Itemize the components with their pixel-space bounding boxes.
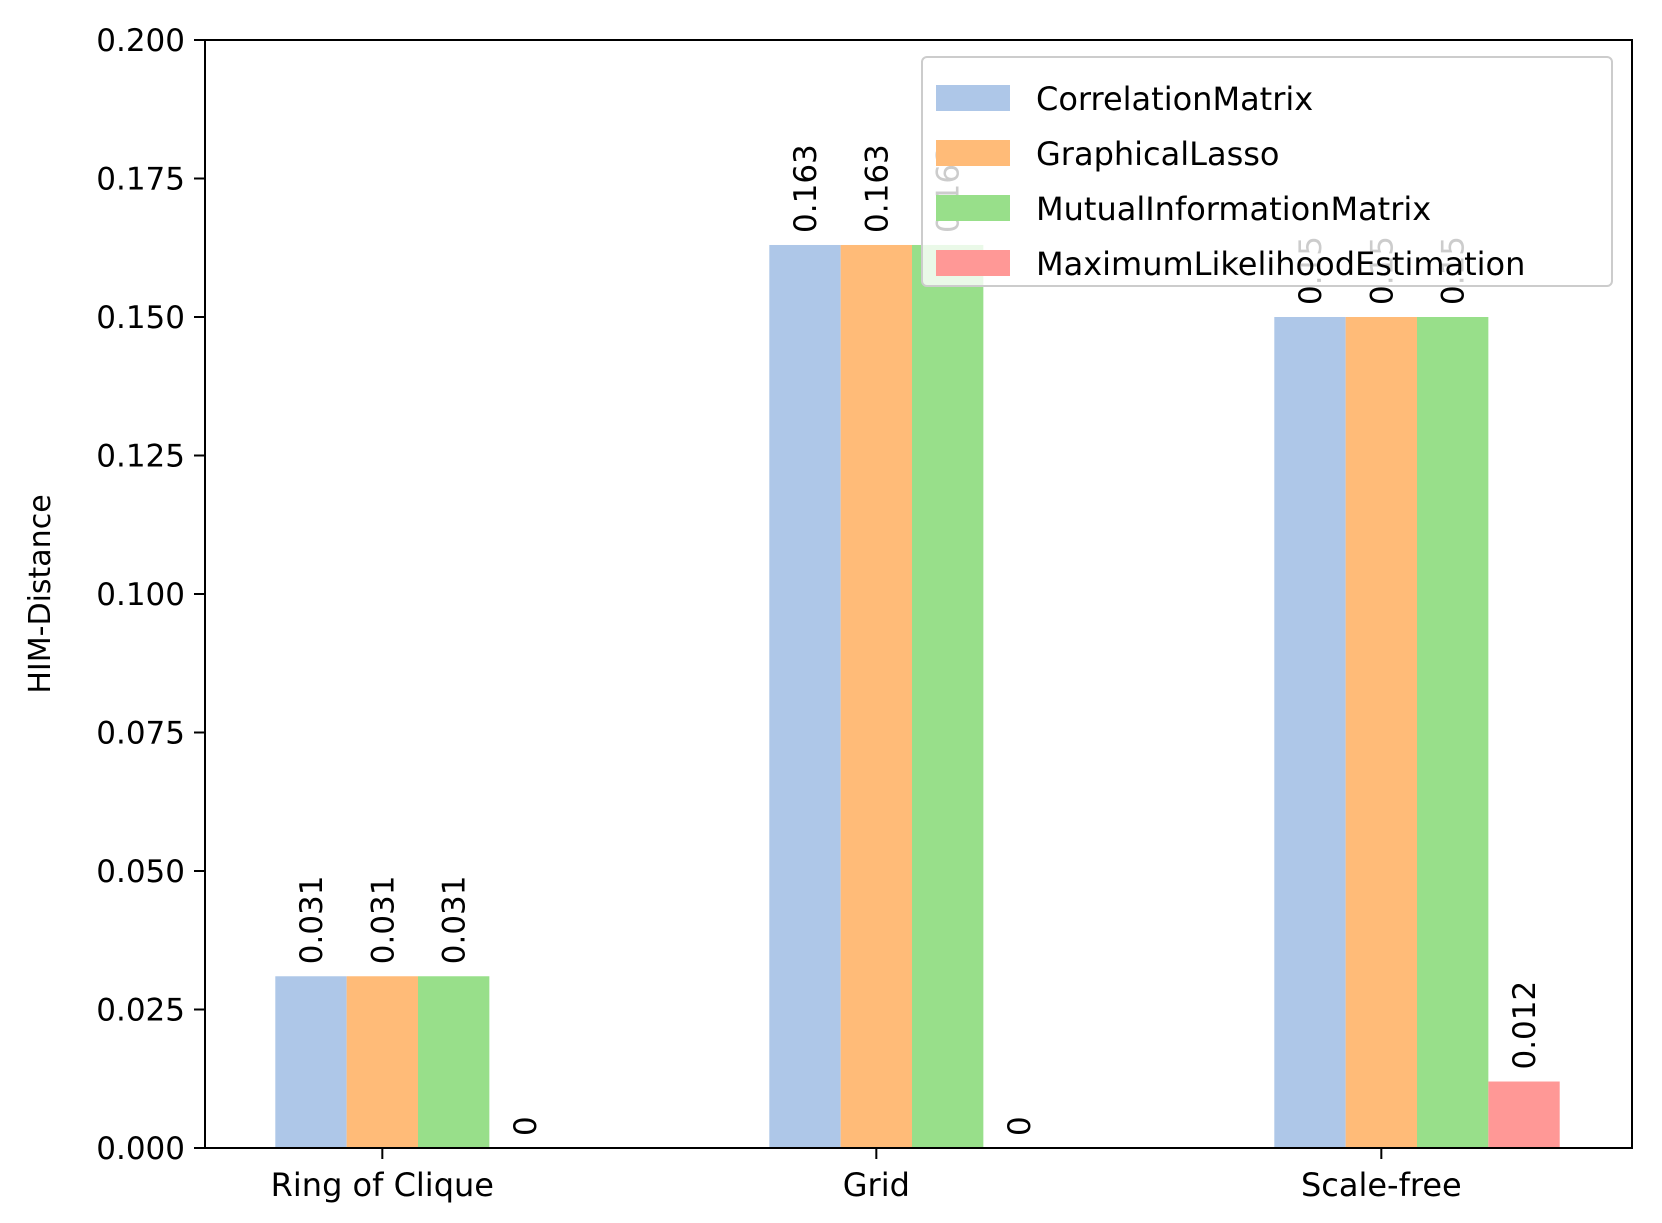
y-tick-label: 0.100 bbox=[96, 577, 185, 613]
bar-MutualInformationMatrix-0 bbox=[418, 976, 490, 1148]
bars-layer bbox=[275, 244, 1560, 1149]
legend-entry-label: MaximumLikelihoodEstimation bbox=[1036, 245, 1525, 283]
bar-CorrelationMatrix-0 bbox=[275, 976, 347, 1148]
x-axis: Ring of Clique Grid Scale-free bbox=[271, 1148, 1462, 1204]
data-label: 0.031 bbox=[437, 876, 473, 965]
y-axis-label: HIM-Distance bbox=[23, 494, 58, 693]
bar-CorrelationMatrix-2 bbox=[1274, 317, 1346, 1148]
y-axis: 0.000 0.025 0.050 0.075 0.100 0.125 0.150 0.175… bbox=[96, 23, 205, 1167]
y-tick-label: 0.025 bbox=[96, 993, 185, 1029]
bar-MutualInformationMatrix-1 bbox=[912, 244, 984, 1149]
legend-swatch bbox=[936, 140, 1010, 166]
y-tick-label: 0.075 bbox=[96, 716, 185, 752]
legend-entry-label: GraphicalLasso bbox=[1036, 135, 1280, 173]
y-tick-label: 0.200 bbox=[96, 23, 185, 59]
data-label: 0.031 bbox=[294, 876, 330, 965]
legend-entry-label: CorrelationMatrix bbox=[1036, 80, 1313, 118]
data-label: 0 bbox=[1002, 1116, 1038, 1136]
legend: CorrelationMatrix GraphicalLasso MutualInf… bbox=[921, 56, 1613, 287]
data-label: 0.012 bbox=[1507, 981, 1543, 1070]
x-tick-label: Ring of Clique bbox=[271, 1166, 494, 1204]
y-tick-label: 0.000 bbox=[96, 1131, 185, 1167]
x-tick-label: Scale-free bbox=[1301, 1166, 1462, 1204]
data-label: 0.163 bbox=[859, 144, 895, 233]
y-tick-label: 0.050 bbox=[96, 854, 185, 890]
y-tick-label: 0.125 bbox=[96, 439, 185, 475]
legend-swatch bbox=[936, 195, 1010, 221]
legend-box bbox=[921, 56, 1613, 287]
bar-GraphicalLasso-2 bbox=[1345, 317, 1417, 1148]
bar-CorrelationMatrix-1 bbox=[769, 244, 841, 1149]
legend-entry-label: MutualInformationMatrix bbox=[1036, 190, 1431, 228]
bar-GraphicalLasso-1 bbox=[840, 244, 912, 1149]
y-tick-label: 0.150 bbox=[96, 300, 185, 336]
data-label: 0.163 bbox=[788, 144, 824, 233]
data-label: 0 bbox=[508, 1116, 544, 1136]
y-tick-label: 0.175 bbox=[96, 162, 185, 198]
data-label: 0.031 bbox=[365, 876, 401, 965]
legend-swatch bbox=[936, 85, 1010, 111]
x-tick-label: Grid bbox=[843, 1166, 910, 1204]
bar-MaximumLikelihoodEstimation-2 bbox=[1488, 1081, 1560, 1148]
legend-swatch bbox=[936, 250, 1010, 276]
bar-MutualInformationMatrix-2 bbox=[1417, 317, 1489, 1148]
bar-GraphicalLasso-0 bbox=[346, 976, 418, 1148]
